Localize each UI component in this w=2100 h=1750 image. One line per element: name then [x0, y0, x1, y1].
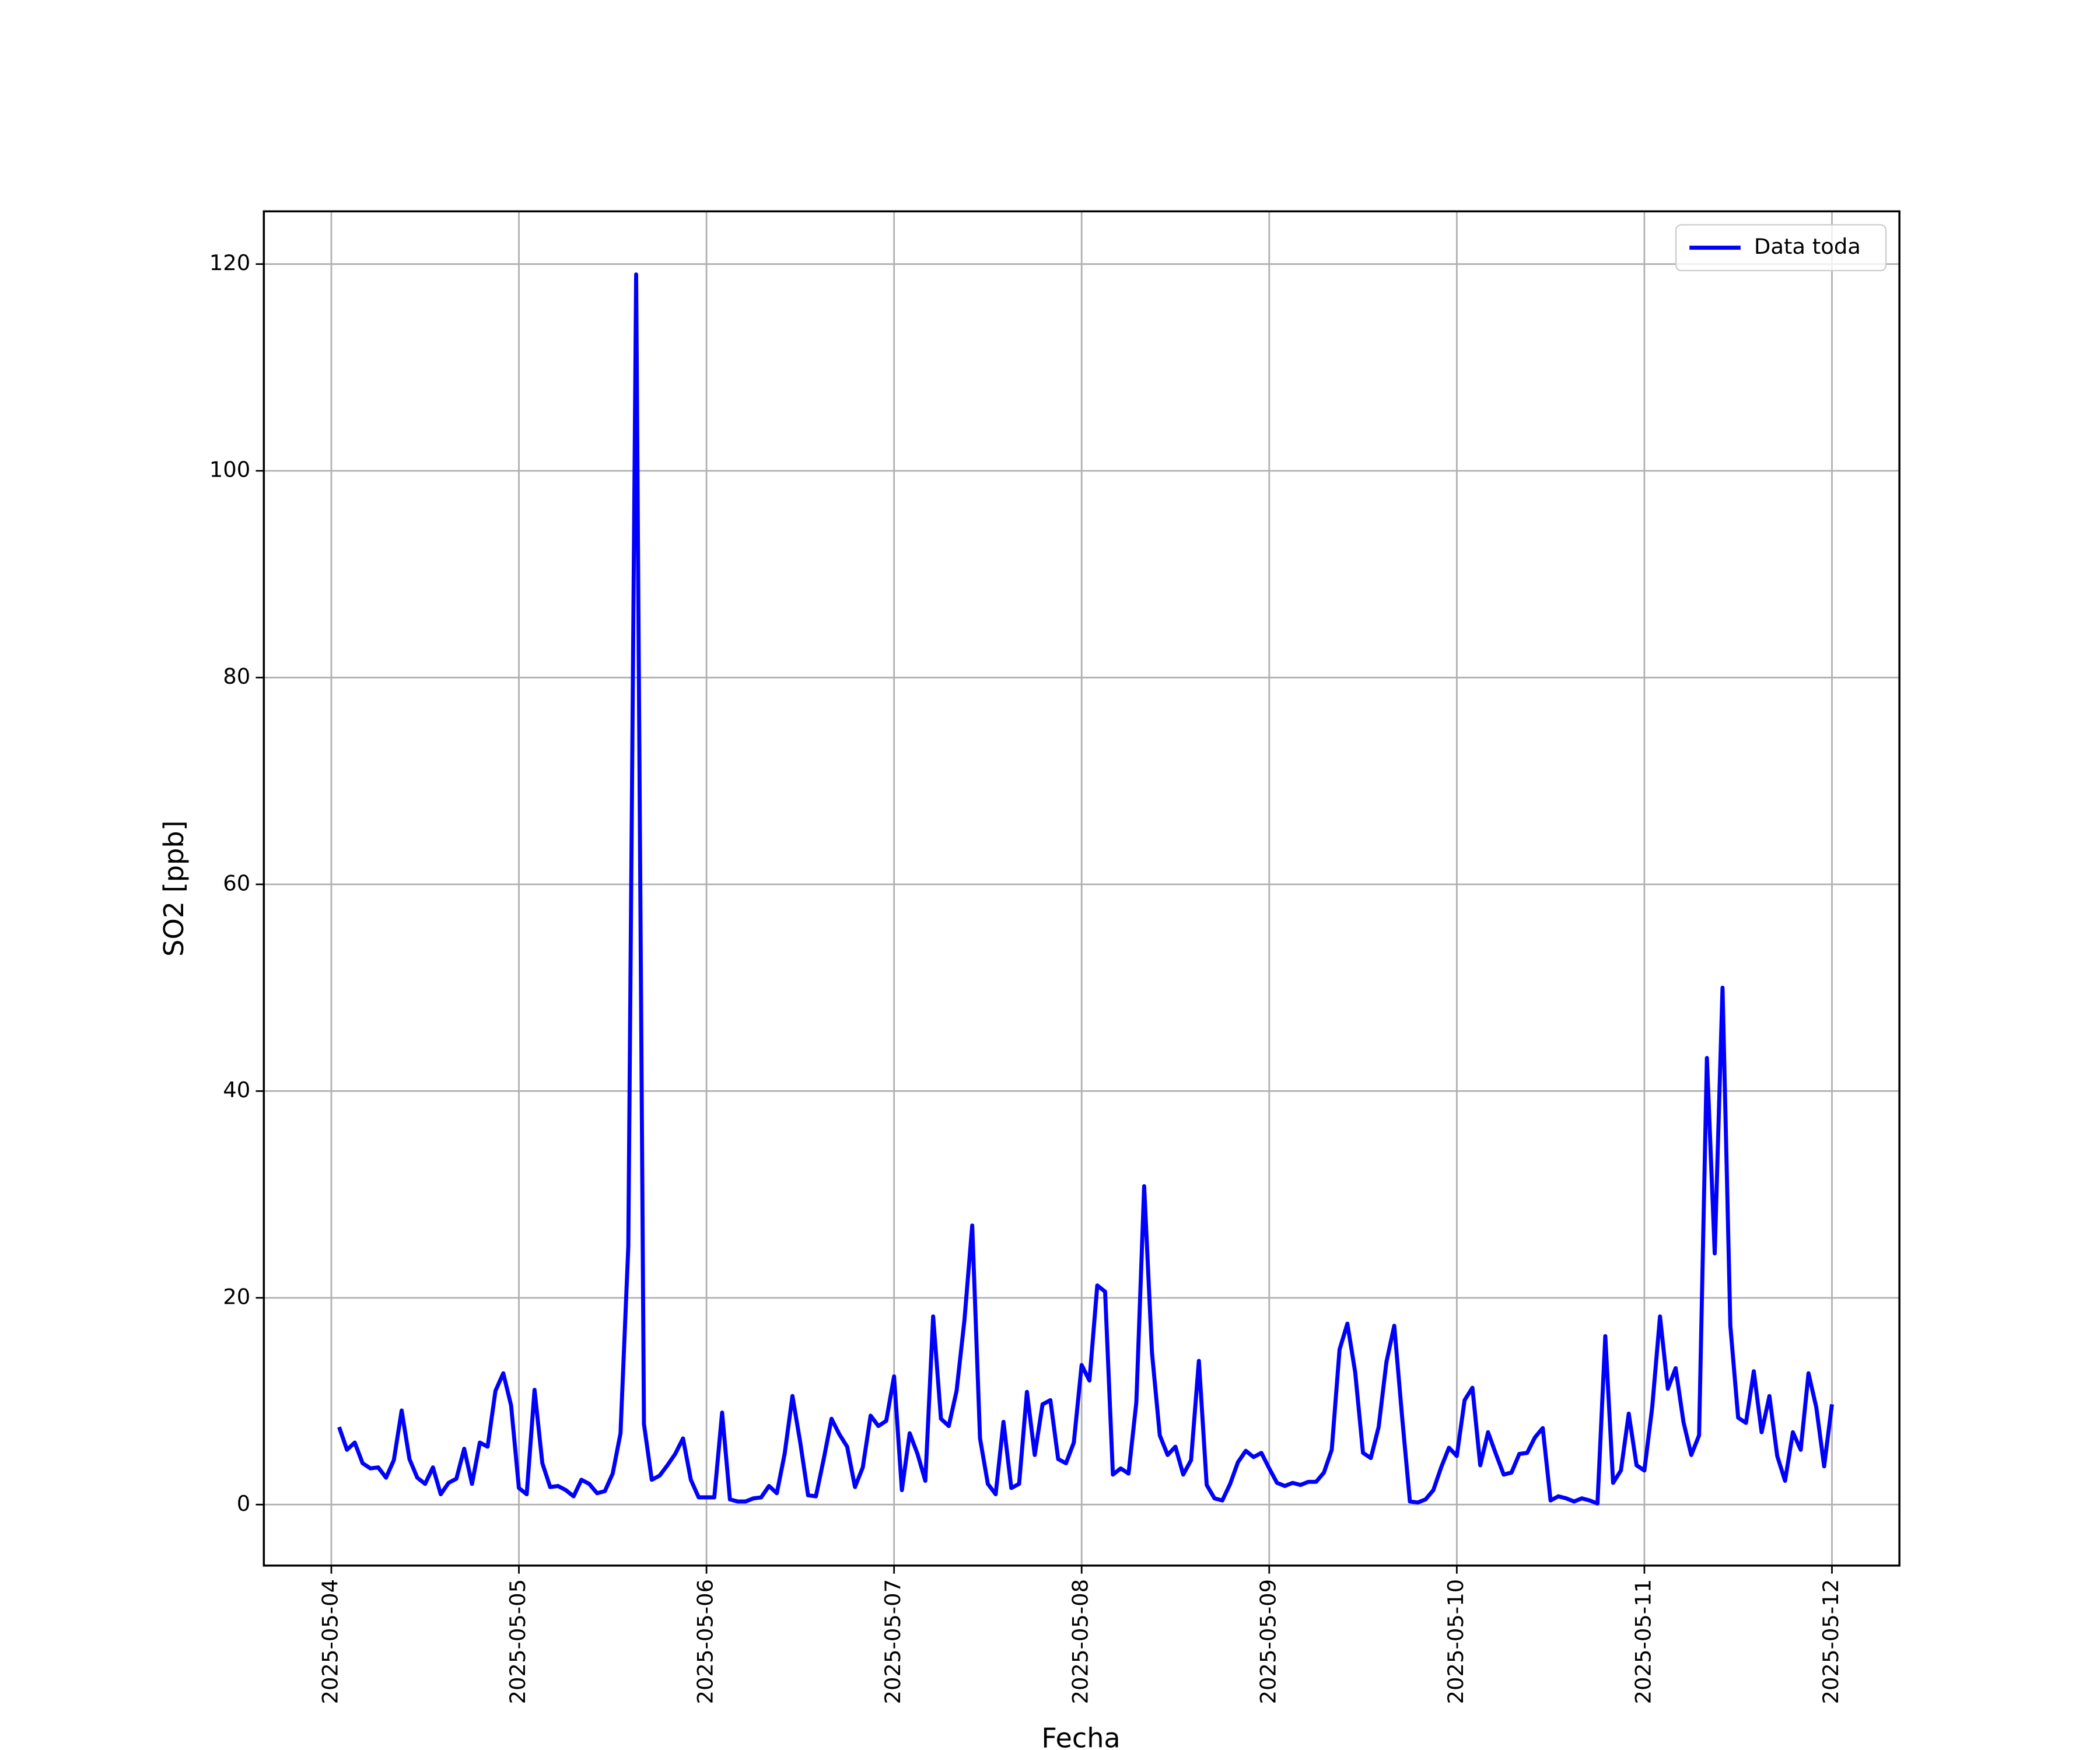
x-tick-label: 2025-05-07 [880, 1579, 905, 1704]
legend-box [1675, 224, 1887, 271]
x-tick-label: 2025-05-06 [693, 1579, 718, 1704]
x-tick-label: 2025-05-04 [317, 1579, 342, 1704]
x-axis-label: Fecha [1041, 1722, 1120, 1750]
plot-frame [262, 210, 1901, 1567]
legend: Data toda [1675, 224, 1887, 271]
x-tick-label: 2025-05-05 [505, 1579, 530, 1704]
x-tick-label: 2025-05-09 [1255, 1579, 1280, 1704]
legend-label: Data toda [1754, 234, 1861, 259]
y-tick-label: 80 [223, 664, 250, 689]
y-tick-label: 20 [223, 1284, 250, 1309]
data-line [337, 272, 1834, 1506]
x-tick-label: 2025-05-10 [1443, 1579, 1468, 1704]
x-tick-label: 2025-05-12 [1818, 1579, 1843, 1704]
y-tick-label: 60 [223, 870, 250, 895]
x-tick-label: 2025-05-08 [1068, 1579, 1093, 1704]
x-tick-label: 2025-05-11 [1630, 1579, 1656, 1704]
y-tick-label: 40 [223, 1077, 250, 1102]
y-tick-label: 100 [209, 457, 250, 482]
y-tick-label: 0 [237, 1491, 250, 1516]
y-tick-label: 120 [209, 250, 250, 275]
y-axis-label: SO2 [ppb] [158, 820, 190, 957]
